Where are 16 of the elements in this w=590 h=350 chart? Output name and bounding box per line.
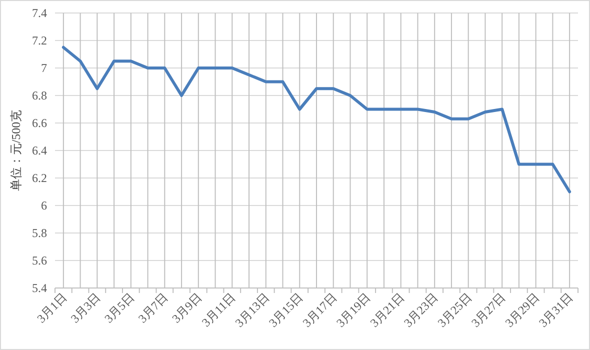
y-tick-label: 6.4: [32, 144, 47, 158]
x-tick-label: 3月3日: [68, 290, 104, 326]
y-tick-label: 7.4: [32, 6, 47, 20]
x-tick-label: 3月7日: [135, 290, 171, 326]
line-series: [62, 46, 572, 194]
y-tick-label: 6.2: [32, 171, 47, 185]
y-tick-label: 6.6: [32, 116, 47, 130]
y-tick-label: 7.2: [32, 34, 47, 48]
y-tick-label: 6: [41, 198, 47, 212]
y-tick-label: 5.6: [32, 254, 47, 268]
y-tick-label: 7: [41, 61, 47, 75]
y-tick-label: 5.8: [32, 226, 47, 240]
x-tick-label: 3月5日: [102, 290, 138, 326]
y-tick-label: 5.4: [32, 281, 47, 295]
y-tick-label: 6.8: [32, 88, 47, 102]
y-axis-title: 单位：元/500克: [9, 110, 23, 192]
